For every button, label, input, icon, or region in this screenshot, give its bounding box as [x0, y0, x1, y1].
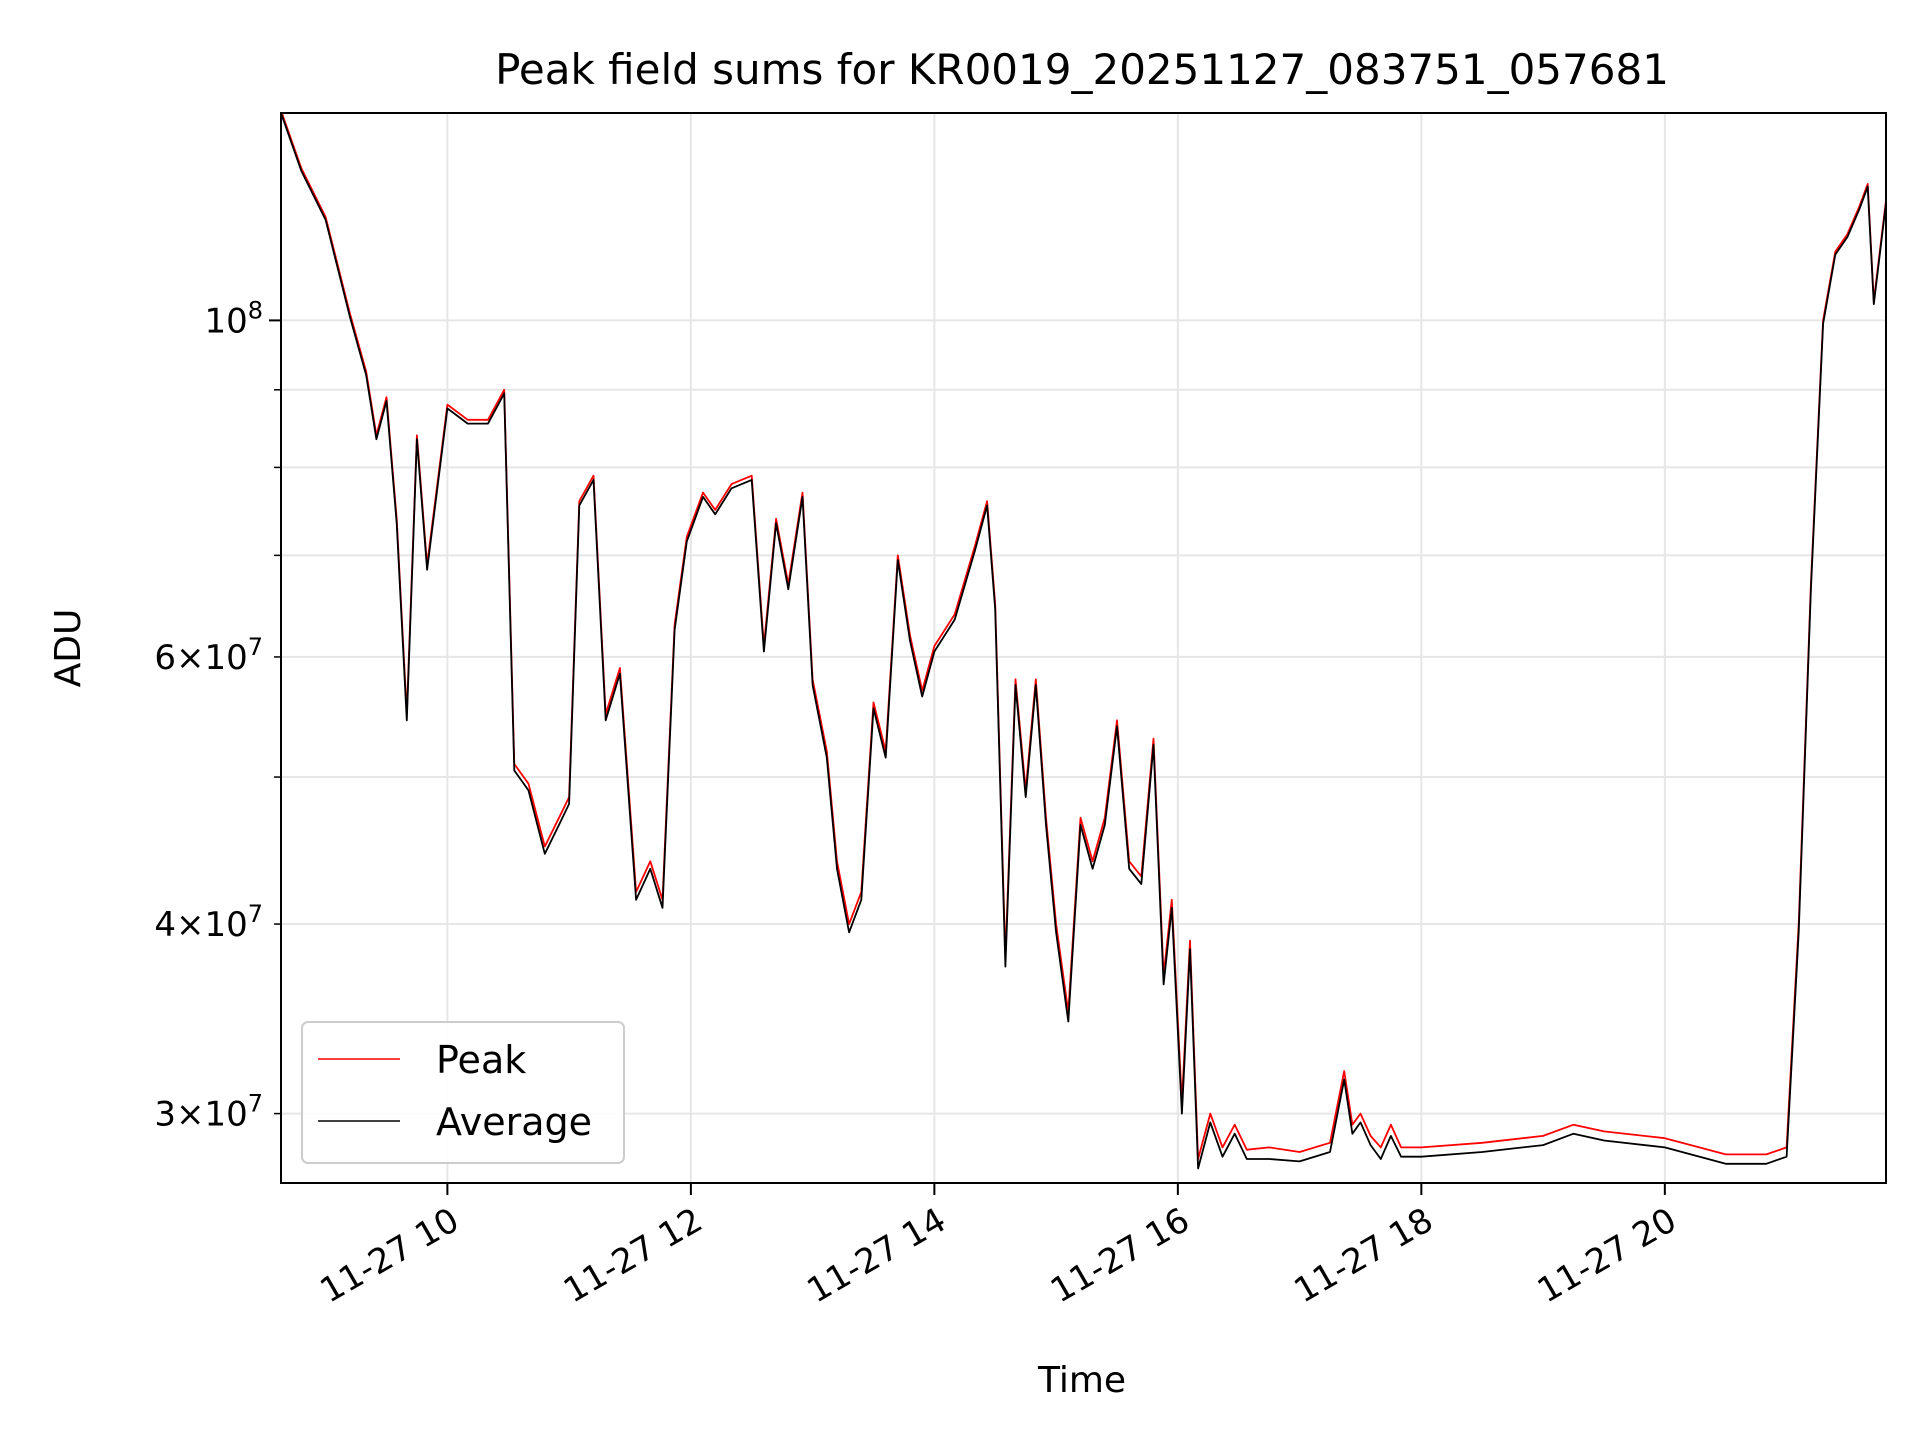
- chart-title: Peak field sums for KR0019_20251127_0837…: [495, 45, 1669, 94]
- y-tick-label: 6×107: [154, 633, 263, 678]
- series-line-average: [281, 113, 1886, 1170]
- y-axis-label: ADU: [48, 609, 89, 688]
- legend-label-average: Average: [436, 1100, 592, 1144]
- legend: Peak Average: [301, 1021, 625, 1164]
- legend-label-peak: Peak: [436, 1038, 526, 1082]
- y-tick-label: 108: [204, 296, 263, 341]
- series-layer: [281, 113, 1886, 1170]
- legend-box: [301, 1021, 625, 1164]
- plot-frame: [280, 112, 1887, 1184]
- x-axis-label: Time: [1037, 1360, 1126, 1401]
- y-tick-label: 4×107: [154, 900, 263, 945]
- y-tick-label: 3×107: [154, 1090, 263, 1135]
